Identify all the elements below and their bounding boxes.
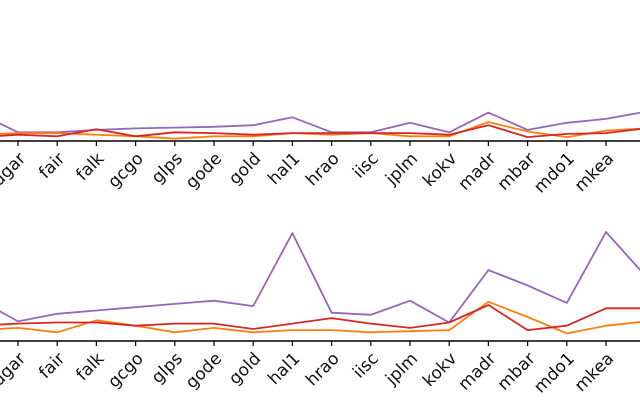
x-tick-label-2-gode: gode [182, 349, 226, 393]
x-tick-label-2-kokv: kokv [419, 349, 461, 391]
x-tick-label-1-gold: gold [225, 149, 265, 189]
x-tick-label-1-gcgo: gcgo [104, 149, 147, 192]
x-tick-label-1-glps: glps [148, 149, 187, 188]
x-tick-label-2-mkea: mkea [571, 349, 618, 396]
x-tick-label-2-glps: glps [148, 349, 187, 388]
x-tick-label-2-fair: fair [35, 349, 69, 383]
x-tick-label-1-gode: gode [182, 149, 226, 193]
x-tick-label-2-gold: gold [225, 349, 265, 389]
x-tick-label-2-mdo1: mdo1 [530, 349, 578, 397]
x-tick-label-1-kokv: kokv [419, 149, 461, 191]
x-tick-label-1-mkea: mkea [571, 149, 618, 196]
series-line-1-3 [0, 124, 640, 139]
x-tick-label-2-hal1: hal1 [264, 349, 304, 389]
x-tick-label-1-mbar: mbar [494, 149, 540, 195]
x-tick-label-2-hrao: hrao [302, 349, 343, 390]
x-tick-label-1-jplm: jplm [381, 149, 422, 190]
x-tick-label-1-hal1: hal1 [264, 149, 304, 189]
x-tick-label-2-madr: madr [455, 349, 501, 395]
x-tick-label-2-falk: falk [72, 349, 108, 385]
x-tick-label-2-gcgo: gcgo [104, 349, 147, 392]
x-tick-label-1-fair: fair [35, 149, 69, 183]
x-tick-label-1-dgar: dgar [0, 149, 30, 191]
x-tick-label-1-mdo1: mdo1 [530, 149, 578, 197]
series-line-2-1 [0, 231, 640, 324]
x-tick-label-1-falk: falk [72, 149, 108, 185]
x-tick-label-2-jplm: jplm [381, 349, 422, 390]
x-tick-label-1-iisc: iisc [349, 149, 383, 183]
x-tick-label-1-madr: madr [455, 149, 501, 195]
x-tick-label-2-iisc: iisc [349, 349, 383, 383]
series-line-2-3 [0, 304, 640, 332]
x-tick-label-1-hrao: hrao [302, 149, 343, 190]
x-tick-label-2-mbar: mbar [494, 349, 540, 395]
x-tick-label-2-dgar: dgar [0, 349, 30, 391]
